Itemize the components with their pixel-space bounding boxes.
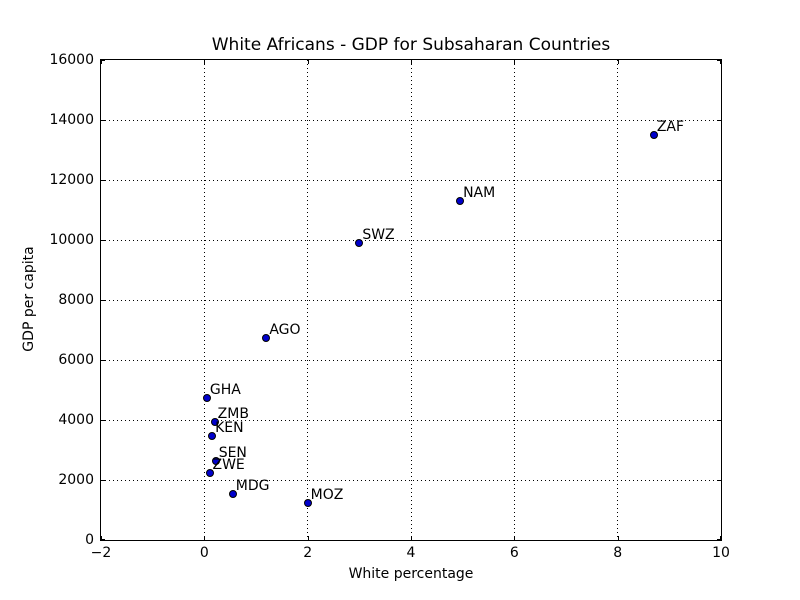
y-tick-mark — [101, 360, 105, 361]
y-tick-label: 14000 — [49, 112, 94, 128]
y-tick-mark — [101, 120, 105, 121]
x-tick-mark — [411, 536, 412, 540]
data-point-label-sen: SEN — [218, 445, 247, 462]
chart-title: White Africans - GDP for Subsaharan Coun… — [211, 35, 611, 55]
y-tick-label: 0 — [85, 532, 94, 548]
data-point-label-zmb: ZMB — [217, 405, 249, 422]
data-point-label-moz: MOZ — [310, 487, 344, 504]
data-point-label-ken: KEN — [215, 419, 244, 436]
x-tick-label: 4 — [406, 545, 416, 561]
y-tick-label: 8000 — [58, 292, 94, 308]
data-point-gha — [202, 393, 211, 402]
x-tick-mark — [204, 60, 206, 64]
data-point-label-gha: GHA — [209, 381, 241, 398]
y-tick-mark — [717, 120, 721, 121]
x-tick-mark — [617, 536, 619, 540]
x-tick-mark — [307, 536, 309, 540]
gridline-horizontal — [101, 359, 721, 361]
y-tick-mark — [717, 539, 721, 540]
data-point-label-ago: AGO — [269, 321, 301, 338]
y-tick-mark — [717, 360, 721, 361]
x-tick-label: 2 — [303, 545, 313, 561]
y-tick-mark — [717, 480, 721, 481]
x-tick-label: −2 — [90, 545, 112, 561]
y-tick-label: 2000 — [58, 472, 94, 488]
y-tick-mark — [101, 480, 105, 481]
data-point-sen — [211, 457, 220, 466]
x-tick-label: 0 — [199, 545, 209, 561]
y-tick-mark — [101, 420, 105, 421]
x-tick-mark — [720, 536, 721, 540]
data-point-zaf — [649, 131, 658, 139]
data-point-ago — [262, 333, 271, 342]
gridline-horizontal — [101, 299, 721, 301]
data-point-ken — [208, 431, 217, 440]
x-tick-mark — [101, 60, 102, 64]
plot-area: ZAF NAM SWZ AGO GHA ZMB KEN SEN ZWE MDG MOZ — [100, 59, 722, 541]
x-tick-mark — [204, 536, 206, 540]
x-tick-mark — [720, 60, 721, 64]
data-point-mdg — [228, 489, 237, 498]
y-tick-label: 4000 — [58, 412, 94, 428]
gridline-horizontal — [101, 119, 721, 121]
y-tick-mark — [717, 240, 721, 241]
gridline-horizontal — [101, 479, 721, 481]
y-tick-label: 12000 — [49, 172, 94, 188]
x-axis-label: White percentage — [348, 566, 474, 582]
data-point-nam — [456, 197, 465, 205]
x-tick-mark — [411, 60, 412, 64]
data-point-label-swz: SWZ — [362, 227, 395, 243]
x-tick-mark — [307, 60, 309, 64]
x-tick-mark — [514, 536, 516, 540]
y-tick-mark — [717, 420, 721, 421]
y-tick-mark — [101, 240, 105, 241]
x-tick-label: 6 — [509, 545, 519, 561]
y-tick-label: 6000 — [58, 352, 94, 368]
x-tick-label: 10 — [712, 545, 730, 561]
y-tick-mark — [101, 539, 105, 540]
data-point-moz — [303, 499, 312, 508]
y-tick-mark — [717, 180, 721, 181]
y-tick-mark — [717, 300, 721, 301]
gridline-horizontal — [101, 239, 721, 241]
data-point-label-nam: NAM — [463, 185, 496, 201]
data-point-label-mdg: MDG — [235, 477, 270, 494]
y-tick-mark — [101, 300, 105, 301]
data-point-zmb — [210, 417, 219, 426]
x-tick-mark — [514, 60, 516, 64]
y-tick-mark — [101, 180, 105, 181]
y-tick-mark — [101, 60, 105, 61]
data-point-label-zwe: ZWE — [212, 457, 245, 474]
x-tick-mark — [101, 536, 102, 540]
y-tick-label: 16000 — [49, 52, 94, 68]
y-tick-mark — [717, 60, 721, 61]
x-tick-mark — [617, 60, 619, 64]
data-point-zwe — [205, 469, 214, 478]
x-tick-label: 8 — [613, 545, 623, 561]
y-tick-label: 10000 — [49, 232, 94, 248]
data-point-label-zaf: ZAF — [656, 119, 685, 135]
gridline-horizontal — [101, 179, 721, 181]
gridline-horizontal — [101, 419, 721, 421]
data-point-swz — [355, 239, 364, 247]
